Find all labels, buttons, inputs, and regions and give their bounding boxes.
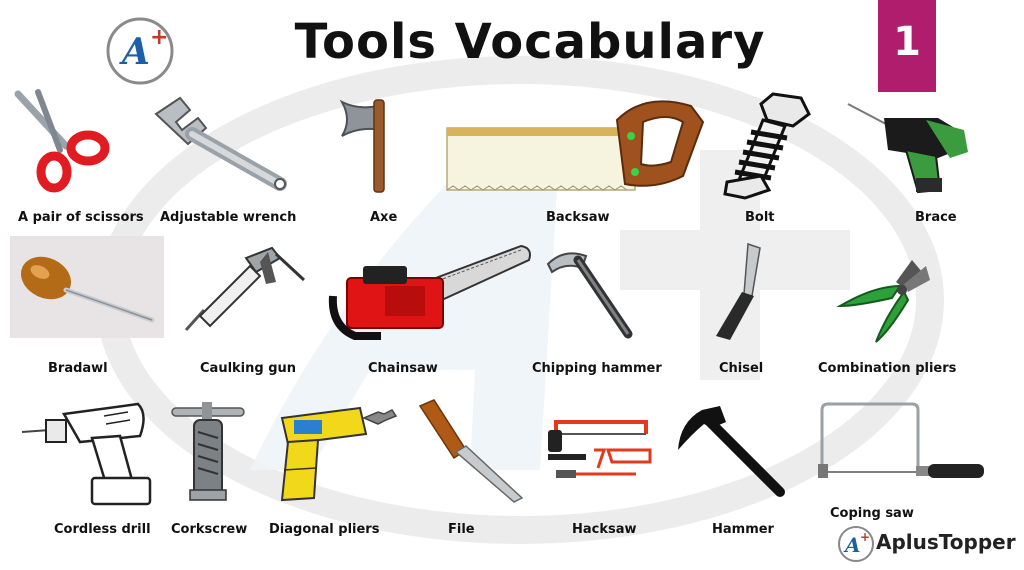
diagonal-pliers-icon (280, 406, 398, 502)
scissors-icon (14, 89, 110, 193)
tool-label: Chipping hammer (532, 361, 662, 376)
bolt-icon (723, 92, 811, 200)
tool-card-combination-pliers: Combination pliers (810, 236, 1024, 386)
chisel-icon (716, 242, 761, 340)
tool-card-brace: Brace (840, 90, 1024, 230)
tool-label: Cordless drill (54, 522, 151, 537)
tool-card-hacksaw: Hacksaw (540, 394, 670, 544)
brace-icon (847, 103, 968, 194)
tool-label: Chisel (719, 361, 764, 376)
tool-label: Corkscrew (171, 522, 248, 537)
tool-card-chipping-hammer: Chipping hammer (530, 236, 680, 386)
tool-card-chainsaw: Chainsaw (325, 236, 535, 386)
tool-label: Hammer (712, 522, 774, 537)
coping-saw-icon (818, 402, 984, 478)
tool-label: Adjustable wrench (160, 210, 297, 225)
chipping-hammer-icon (546, 252, 633, 339)
aplus-logo-icon: A + (838, 526, 874, 562)
tool-card-bolt: Bolt (715, 90, 815, 230)
tool-card-adjustable-wrench: Adjustable wrench (140, 90, 310, 230)
tool-label: Backsaw (546, 210, 610, 225)
page-title: Tools Vocabulary (294, 14, 766, 70)
chainsaw-icon (328, 244, 531, 340)
svg-text:A: A (843, 533, 861, 557)
brand-name: AplusTopper (876, 530, 1016, 554)
tool-label: Bolt (745, 210, 775, 225)
brand-footer: A + AplusTopper (836, 524, 1020, 564)
tool-card-file: File (410, 394, 530, 544)
svg-text:+: + (150, 25, 168, 50)
tool-label: Chainsaw (368, 361, 438, 376)
svg-text:+: + (860, 530, 870, 544)
hammer-icon (678, 406, 785, 497)
bradawl-icon (10, 236, 164, 338)
tool-card-chisel: Chisel (700, 236, 800, 386)
combination-pliers-icon (836, 260, 930, 343)
tool-label: File (448, 522, 475, 537)
svg-text:A: A (119, 31, 150, 73)
tool-label: Caulking gun (200, 361, 297, 376)
cordless-drill-icon (21, 402, 152, 506)
tool-card-caulking-gun: Caulking gun (180, 236, 330, 386)
tool-label: Combination pliers (818, 361, 957, 376)
tool-card-diagonal-pliers: Diagonal pliers (260, 394, 410, 544)
tool-card-corkscrew: Corkscrew (160, 394, 260, 544)
page-number-badge: 1 (878, 0, 936, 92)
tool-card-scissors: A pair of scissors (0, 89, 150, 230)
tool-card-backsaw: Backsaw (445, 90, 710, 230)
adjustable-wrench-icon (154, 96, 287, 191)
tool-card-bradawl: Bradawl (0, 236, 170, 386)
tool-label: Coping saw (830, 506, 914, 521)
tool-card-cordless-drill: Cordless drill (10, 394, 170, 544)
corkscrew-icon (171, 402, 245, 501)
tool-label: Brace (915, 210, 957, 225)
backsaw-icon (446, 100, 705, 191)
caulking-gun-icon (184, 246, 306, 332)
aplus-logo-icon: A + (106, 17, 174, 85)
tool-label: Diagonal pliers (269, 522, 380, 537)
hacksaw-icon (548, 420, 652, 478)
tool-card-coping-saw: Coping saw (810, 394, 990, 524)
tool-card-hammer: Hammer (670, 394, 800, 544)
file-icon (418, 399, 524, 503)
tool-label: A pair of scissors (18, 210, 144, 225)
axe-icon (339, 99, 385, 193)
tool-label: Axe (370, 210, 398, 225)
tool-label: Bradawl (48, 361, 108, 376)
tool-card-axe: Axe (330, 90, 440, 230)
tool-label: Hacksaw (572, 522, 637, 537)
